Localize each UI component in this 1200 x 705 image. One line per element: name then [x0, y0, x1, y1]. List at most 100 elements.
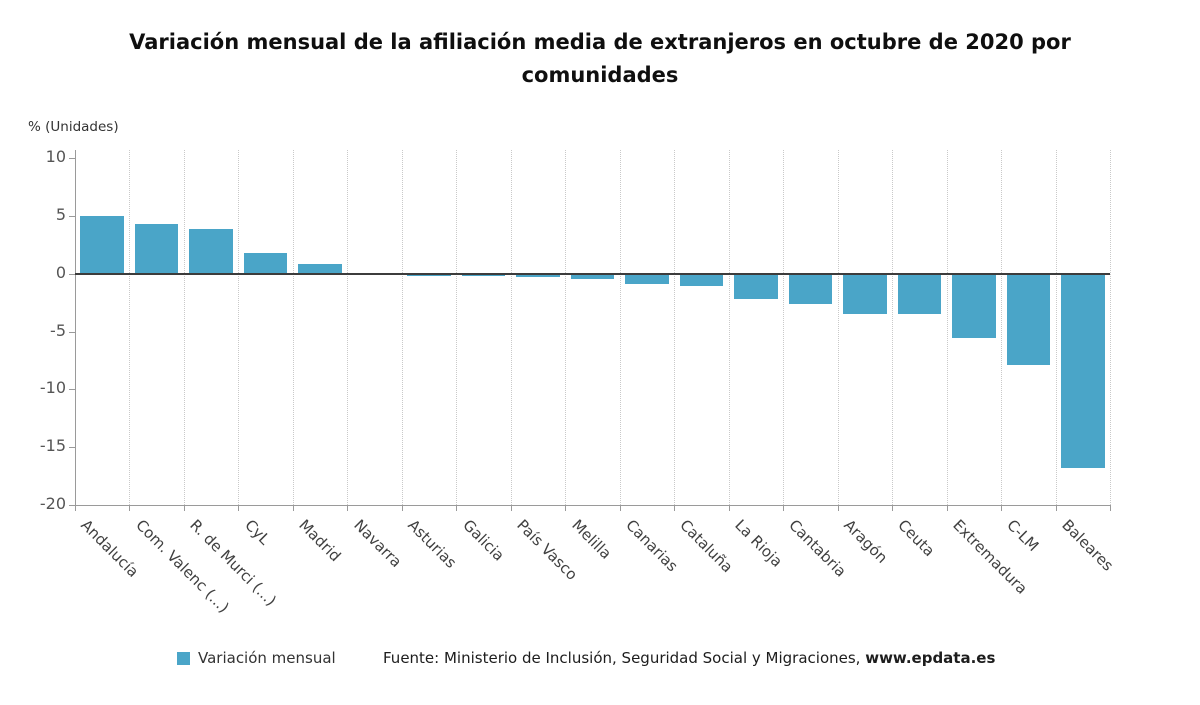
y-tick-label: -10: [39, 378, 66, 398]
x-tick-mark: [183, 505, 185, 511]
bar-10: [625, 273, 669, 285]
x-category-label: Canarias: [622, 516, 682, 576]
y-tick-mark: [69, 215, 75, 217]
source-text: Fuente: Ministerio de Inclusión, Segurid…: [383, 649, 995, 667]
x-gridline: [565, 150, 567, 505]
y-tick-label: -15: [39, 436, 66, 456]
x-gridline: [129, 150, 131, 505]
bar-2: [189, 228, 233, 274]
x-tick-mark: [456, 505, 458, 511]
x-gridline: [183, 150, 185, 505]
x-tick-mark: [347, 505, 349, 511]
x-tick-mark: [728, 505, 730, 511]
bar-11: [679, 273, 724, 287]
x-gridline: [510, 150, 512, 505]
x-tick-mark: [1110, 505, 1111, 511]
bar-12: [734, 273, 778, 300]
legend: Variación mensual: [177, 649, 336, 667]
bar-14: [843, 273, 887, 315]
x-tick-mark: [129, 505, 131, 511]
x-axis-line: [75, 505, 1110, 506]
x-category-label: La Rioja: [731, 516, 786, 571]
x-category-label: CyL: [240, 516, 274, 549]
y-axis-unit-label: % (Unidades): [28, 119, 119, 135]
x-gridline: [728, 150, 730, 505]
bar-4: [298, 264, 342, 274]
bar-18: [1060, 273, 1105, 468]
y-tick-label: 5: [55, 204, 66, 224]
legend-swatch-icon: [177, 651, 190, 665]
x-gridline: [1110, 150, 1111, 505]
y-tick-label: 10: [45, 147, 66, 166]
y-tick-label: 0: [55, 262, 66, 282]
x-gridline: [238, 150, 240, 505]
zero-line: [75, 272, 1110, 275]
x-tick-mark: [401, 505, 403, 511]
x-category-label: Ceuta: [894, 516, 939, 561]
x-category-label: Cantabria: [785, 516, 851, 581]
x-category-label: Asturias: [404, 516, 461, 572]
y-tick-mark: [69, 158, 75, 159]
source-link: www.epdata.es: [865, 649, 996, 667]
x-gridline: [619, 150, 621, 505]
x-gridline: [674, 150, 676, 505]
x-tick-mark: [837, 505, 839, 511]
x-tick-mark: [510, 505, 512, 511]
x-tick-mark: [1001, 505, 1003, 511]
x-category-label: Baleares: [1058, 516, 1117, 575]
x-tick-mark: [892, 505, 894, 511]
x-gridline: [892, 150, 894, 505]
x-tick-mark: [565, 505, 567, 511]
x-category-label: Cataluña: [676, 516, 737, 577]
x-gridline: [401, 150, 403, 505]
x-gridline: [347, 150, 349, 505]
bar-1: [134, 223, 179, 274]
x-category-label: C-LM: [1003, 516, 1043, 556]
x-category-label: Navarra: [349, 516, 405, 571]
bar-17: [1006, 273, 1051, 366]
x-category-label: Com. Valenc (...): [131, 516, 233, 617]
bar-16: [952, 273, 996, 339]
bar-9: [570, 273, 615, 280]
x-tick-mark: [1055, 505, 1057, 511]
x-gridline: [946, 150, 948, 505]
x-gridline: [1055, 150, 1057, 505]
bar-13: [788, 273, 833, 304]
x-gridline: [292, 150, 294, 505]
x-tick-mark: [238, 505, 240, 511]
x-gridline: [783, 150, 785, 505]
x-tick-mark: [946, 505, 948, 511]
x-category-label: Andalucía: [77, 516, 143, 581]
x-category-label: Galicia: [458, 516, 508, 565]
x-gridline: [837, 150, 839, 505]
bar-6: [407, 273, 451, 276]
y-tick-mark: [69, 447, 75, 449]
bar-7: [461, 273, 506, 276]
bar-3: [243, 252, 288, 274]
x-category-label: Melilla: [567, 516, 615, 563]
y-tick-mark: [69, 389, 75, 391]
y-tick-label: -5: [50, 320, 66, 340]
x-category-label: Aragón: [840, 516, 891, 567]
bar-0: [80, 215, 125, 274]
y-tick-label: -20: [39, 494, 66, 513]
y-tick-mark: [69, 273, 75, 275]
source-prefix: Fuente: Ministerio de Inclusión, Segurid…: [383, 649, 866, 667]
x-tick-mark: [674, 505, 676, 511]
x-gridline: [1001, 150, 1003, 505]
chart-title: Variación mensual de la afiliación media…: [129, 30, 1071, 87]
y-tick-mark: [69, 331, 75, 333]
y-axis-line: [75, 150, 76, 505]
x-gridline: [456, 150, 458, 505]
x-tick-mark: [619, 505, 621, 511]
x-tick-mark: [783, 505, 785, 511]
y-tick-mark: [69, 505, 75, 506]
bar-15: [897, 273, 942, 315]
x-category-label: Madrid: [295, 516, 345, 566]
x-tick-mark: [75, 505, 76, 511]
x-tick-mark: [292, 505, 294, 511]
legend-label: Variación mensual: [198, 649, 336, 667]
bar-8: [516, 273, 560, 278]
